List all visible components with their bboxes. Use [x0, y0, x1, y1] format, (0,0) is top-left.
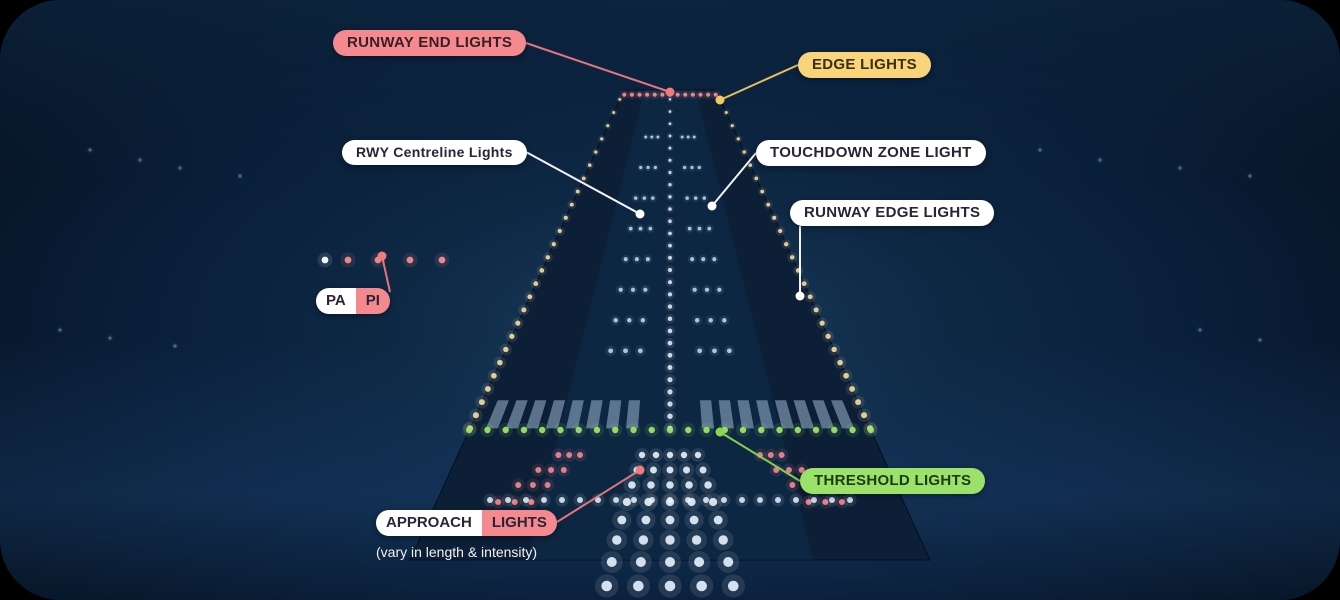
- runway-scene: [0, 0, 1340, 600]
- label-approach-part2: LIGHTS: [482, 510, 557, 536]
- label-papi-part1: PA: [316, 288, 356, 314]
- label-approach-lights: APPROACH LIGHTS: [376, 510, 557, 536]
- label-threshold-lights: THRESHOLD LIGHTS: [800, 468, 985, 494]
- label-approach-subtitle: (vary in length & intensity): [376, 544, 537, 560]
- label-edge-lights: EDGE LIGHTS: [798, 52, 931, 78]
- label-centreline-lights: RWY Centreline Lights: [342, 140, 527, 165]
- label-runway-edge-lights: RUNWAY EDGE LIGHTS: [790, 200, 994, 226]
- runway-infographic: RUNWAY END LIGHTS EDGE LIGHTS RWY Centre…: [0, 0, 1340, 600]
- label-runway-end-lights: RUNWAY END LIGHTS: [333, 30, 526, 56]
- label-papi-part2: PI: [356, 288, 390, 314]
- label-papi: PA PI: [316, 288, 390, 314]
- label-touchdown-zone-light: TOUCHDOWN ZONE LIGHT: [756, 140, 986, 166]
- label-approach-part1: APPROACH: [376, 510, 482, 536]
